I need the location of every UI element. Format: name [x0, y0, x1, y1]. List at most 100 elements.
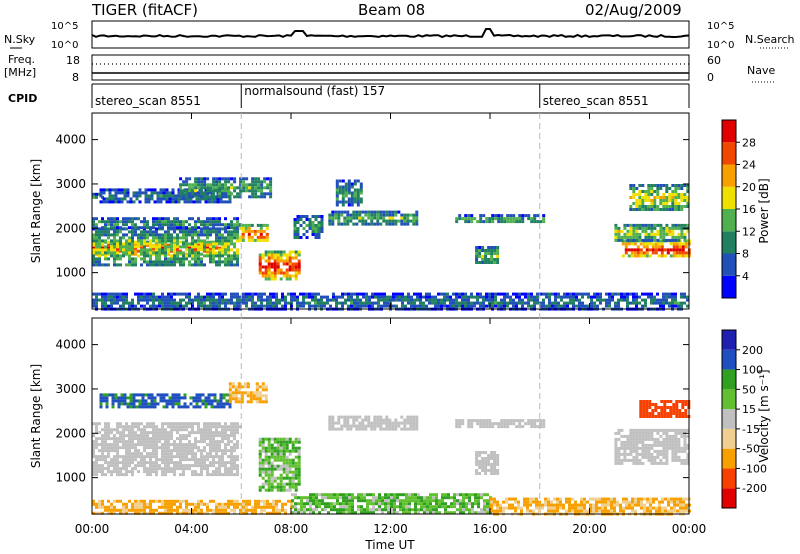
range-cell	[264, 452, 268, 456]
range-cell	[554, 298, 557, 302]
range-cell	[297, 461, 301, 465]
range-cell	[314, 230, 318, 233]
range-cell	[165, 393, 169, 397]
range-cell	[269, 183, 273, 187]
range-cell	[260, 511, 263, 515]
range-cell	[200, 473, 203, 477]
range-cell	[134, 217, 137, 221]
range-cell	[254, 505, 257, 509]
range-cell	[347, 182, 351, 186]
range-cell	[671, 458, 675, 462]
range-cell	[206, 428, 209, 432]
range-cell	[614, 437, 618, 441]
range-cell	[188, 230, 191, 234]
range-cell	[269, 505, 272, 509]
range-cell	[182, 428, 185, 432]
range-cell	[228, 200, 232, 204]
range-cell	[209, 431, 212, 435]
range-cell	[177, 191, 181, 195]
range-cell	[98, 505, 101, 509]
range-cell	[206, 437, 209, 441]
range-cell	[331, 427, 335, 431]
range-cell	[464, 292, 467, 296]
range-cell	[272, 295, 275, 299]
range-cell	[641, 437, 645, 441]
range-cell	[212, 431, 215, 435]
range-cell	[176, 223, 179, 227]
range-cell	[191, 248, 194, 252]
range-cell	[179, 440, 182, 444]
range-cell	[158, 467, 161, 471]
range-cell	[227, 180, 231, 184]
range-cell	[642, 251, 646, 255]
range-cell	[128, 446, 131, 450]
range-cell	[182, 242, 185, 246]
range-cell	[254, 192, 258, 196]
range-cell	[111, 393, 115, 397]
range-cell	[113, 230, 116, 234]
range-cell	[347, 292, 350, 296]
range-cell	[262, 235, 266, 239]
range-cell	[236, 298, 239, 302]
range-cell	[92, 239, 95, 243]
range-cell	[164, 440, 167, 444]
range-cell	[247, 238, 251, 242]
range-cell	[288, 470, 292, 474]
range-cell	[539, 220, 543, 224]
range-cell	[260, 295, 263, 299]
range-cell	[291, 268, 295, 272]
range-cell	[239, 180, 243, 184]
range-cell	[665, 205, 669, 208]
range-cell	[182, 254, 185, 258]
range-cell	[490, 255, 494, 258]
range-cell	[215, 452, 218, 456]
range-cell	[233, 233, 236, 237]
range-cell	[125, 446, 128, 450]
range-cell	[104, 508, 107, 512]
range-cell	[173, 257, 176, 261]
range-cell	[258, 397, 262, 401]
range-cell	[373, 424, 377, 428]
range-cell	[234, 397, 238, 401]
range-cell	[197, 428, 200, 432]
range-cell	[311, 224, 315, 227]
range-cell	[279, 458, 283, 462]
range-cell	[651, 412, 655, 415]
range-cell	[254, 304, 257, 308]
range-cell	[398, 292, 401, 296]
range-cell	[218, 233, 221, 237]
range-cell	[167, 257, 170, 261]
range-cell	[266, 502, 269, 506]
range-cell	[221, 425, 224, 429]
range-cell	[164, 251, 167, 255]
range-cell	[230, 295, 233, 299]
range-cell	[227, 505, 230, 509]
range-cell	[347, 197, 351, 201]
range-cell	[149, 473, 152, 477]
range-cell	[99, 402, 103, 406]
range-cell	[104, 295, 107, 299]
range-cell	[257, 298, 260, 302]
range-cell	[593, 304, 596, 308]
range-cell	[356, 188, 360, 192]
range-cell	[641, 455, 645, 459]
range-cell	[484, 457, 488, 460]
range-cell	[487, 258, 491, 261]
range-cell	[291, 440, 295, 444]
range-cell	[104, 304, 107, 308]
range-cell	[599, 295, 602, 299]
range-cell	[131, 461, 134, 465]
range-cell	[161, 248, 164, 252]
range-cell	[236, 260, 239, 264]
range-cell	[167, 440, 170, 444]
range-cell	[101, 233, 104, 237]
range-cell	[638, 440, 642, 444]
range-cell	[134, 233, 137, 237]
range-cell	[159, 191, 163, 195]
range-cell	[233, 230, 236, 234]
range-cell	[218, 431, 221, 435]
range-cell	[347, 304, 350, 308]
range-cell	[629, 440, 633, 444]
range-cell	[173, 254, 176, 258]
